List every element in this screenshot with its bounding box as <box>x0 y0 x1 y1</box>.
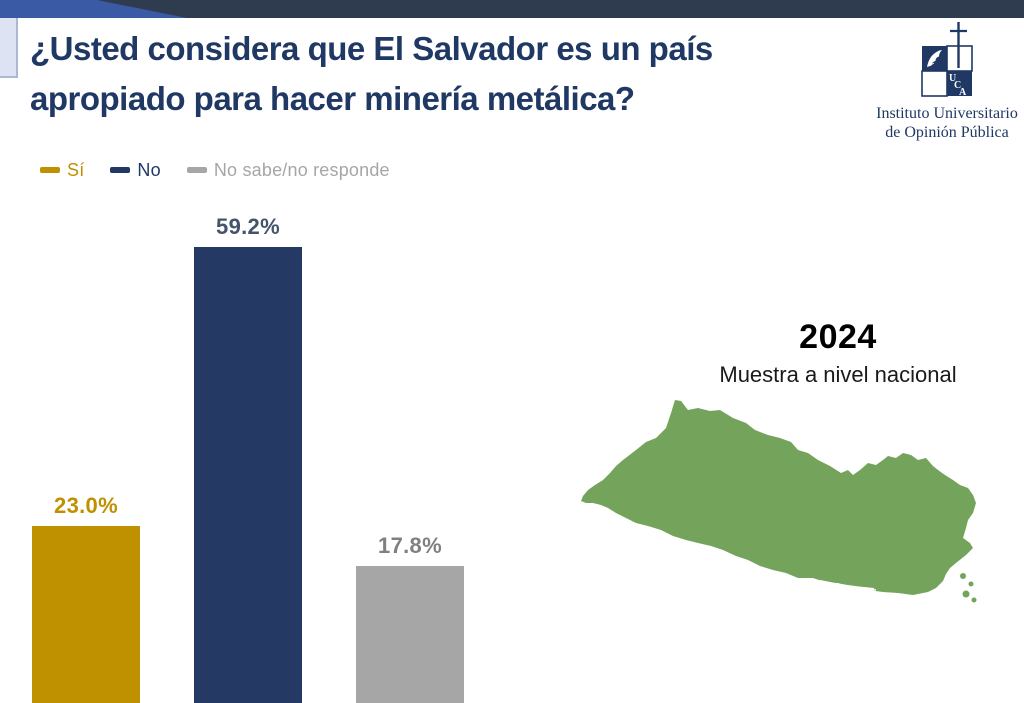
dove-icon <box>927 50 942 67</box>
page-title: ¿Usted considera que El Salvador es un p… <box>30 24 870 124</box>
bar-value-si: 23.0% <box>54 493 118 518</box>
bar-no <box>194 247 302 703</box>
bar-value-nosabe: 17.8% <box>378 533 442 558</box>
bar-value-no: 59.2% <box>216 214 280 239</box>
legend-swatch-nosabe <box>186 167 207 173</box>
bar-chart: 23.0% 59.2% 17.8% <box>0 143 520 703</box>
legend-swatch-si <box>40 167 60 173</box>
institute-name-line-2: de Opinión Pública <box>885 124 1009 141</box>
institute-name-line-1: Instituto Universitario <box>876 105 1018 122</box>
institute-logo: U C A Instituto Universitario de Opinión… <box>872 20 1022 142</box>
sample-annotation: 2024 Muestra a nivel nacional <box>702 318 974 388</box>
legend-item-no: No <box>110 158 161 182</box>
legend-label-nosabe: No sabe/no responde <box>213 159 390 180</box>
el-salvador-map <box>581 400 977 603</box>
bar-si <box>32 526 140 703</box>
legend-label-si: Sí <box>67 159 85 180</box>
monogram-letter-a: A <box>959 87 967 98</box>
legend-item-si: Sí <box>40 158 84 182</box>
legend-label-no: No <box>137 159 161 180</box>
bar-group-si: 23.0% <box>32 493 140 703</box>
sample-scope-label: Muestra a nivel nacional <box>719 362 957 387</box>
left-accent-tab <box>0 18 18 78</box>
monogram-letter-c: C <box>954 80 961 91</box>
uca-emblem-icon: U C A <box>921 22 973 98</box>
chart-legend: Sí No No sabe/no responde <box>40 158 390 182</box>
legend-swatch-no <box>110 167 131 173</box>
bar-group-nosabe: 17.8% <box>356 533 464 703</box>
legend-item-nosabe: No sabe/no responde <box>186 158 390 182</box>
title-line-2: apropiado para hacer minería metálica? <box>30 80 635 117</box>
monogram-letter-u: U <box>949 73 956 84</box>
top-band <box>0 0 1024 18</box>
title-line-1: ¿Usted considera que El Salvador es un p… <box>30 30 713 67</box>
bar-group-no: 59.2% <box>194 214 302 703</box>
bar-nosabe <box>356 566 464 703</box>
top-wedge-shape <box>0 0 187 18</box>
year-label: 2024 <box>799 318 877 356</box>
